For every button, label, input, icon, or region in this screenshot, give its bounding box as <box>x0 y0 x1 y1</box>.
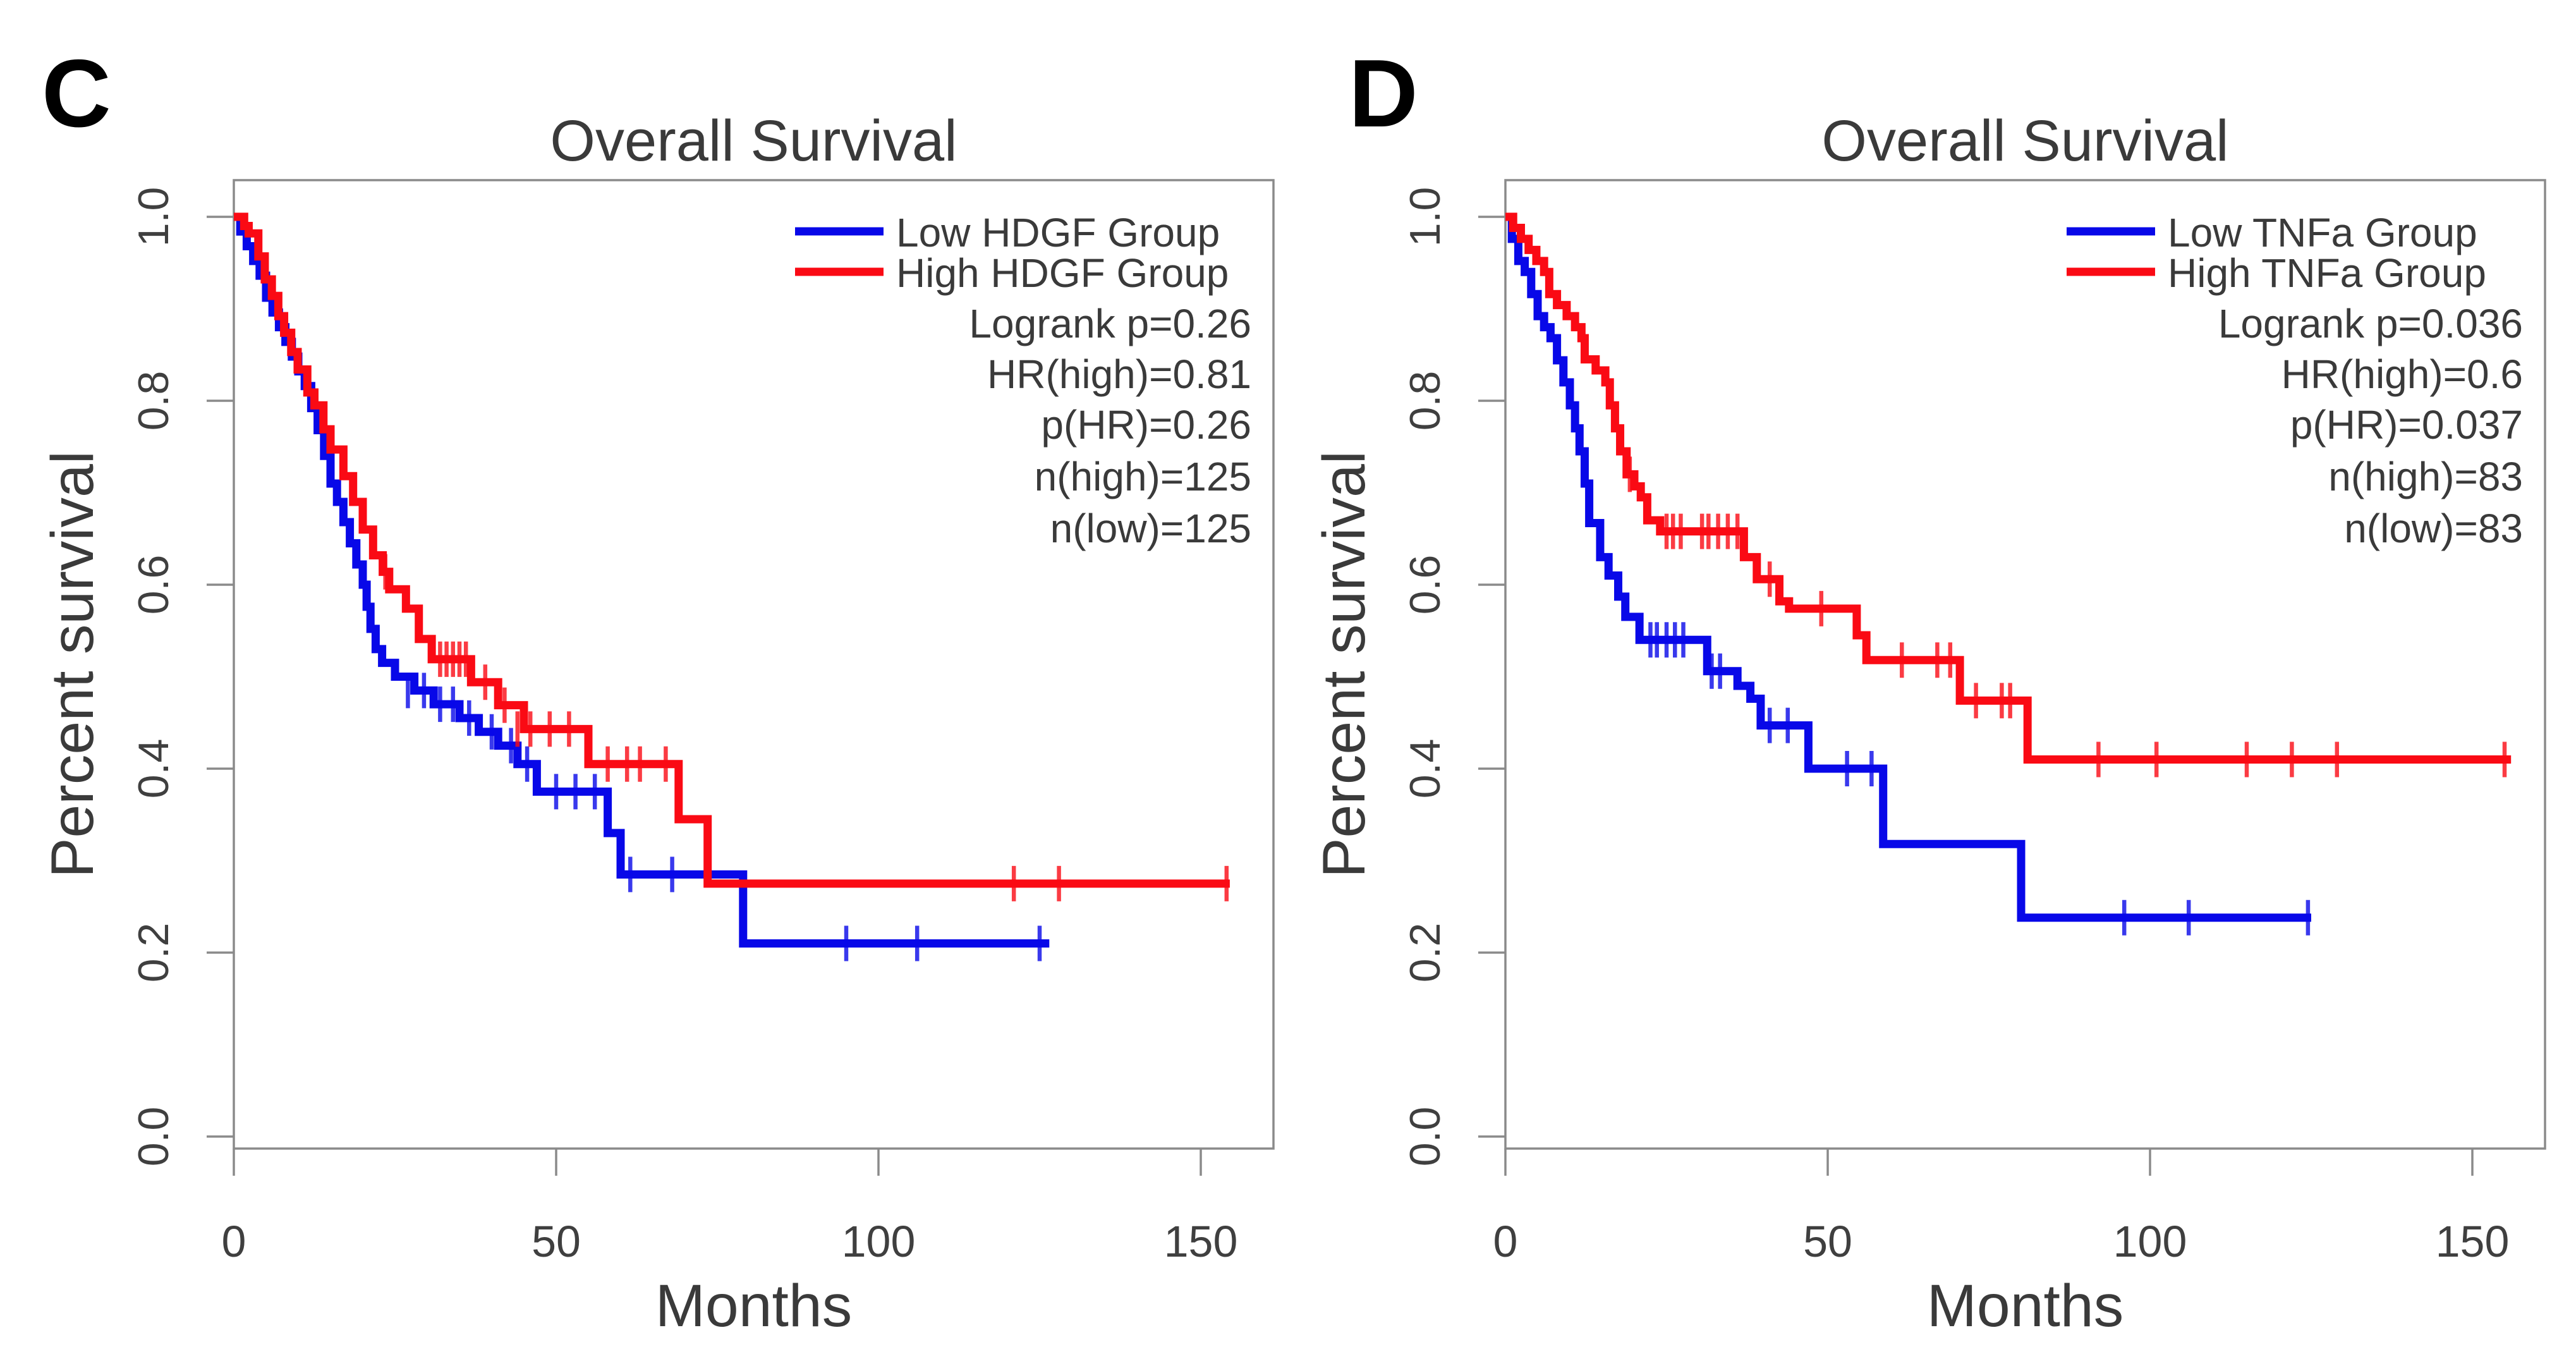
y-tick-label: 0.2 <box>1401 923 1449 983</box>
km-panel-2: D Overall Survival 1.0 0.8 0.6 0.4 0.2 0.0 0 50 10… <box>1311 40 2546 1339</box>
y-tick-label: 0.4 <box>130 739 178 799</box>
legend-stat-line: Logrank p=0.036 <box>2218 301 2523 346</box>
x-tick-label: 50 <box>1803 1217 1852 1266</box>
y-tick-label: 0.8 <box>130 371 178 431</box>
y-tick-label: 1.0 <box>130 187 178 247</box>
censor-marks <box>1648 622 2311 936</box>
chart-title: Overall Survival <box>550 109 957 173</box>
x-tick-label: 150 <box>2436 1217 2510 1266</box>
x-tick-label: 50 <box>532 1217 581 1266</box>
x-axis-label: Months <box>655 1272 853 1339</box>
chart-title: Overall Survival <box>1821 109 2228 173</box>
survival-curve <box>1505 212 2512 764</box>
legend-series-label: High HDGF Group <box>896 250 1229 296</box>
legend-stat-line: p(HR)=0.26 <box>1041 402 1251 448</box>
survival-curve <box>234 212 1050 948</box>
y-tick-label: 0.0 <box>130 1107 178 1167</box>
legend-stat-line: n(low)=125 <box>1050 506 1251 551</box>
y-tick-label: 0.6 <box>130 555 178 615</box>
x-tick-label: 150 <box>1164 1217 1238 1266</box>
y-tick-label: 1.0 <box>1401 187 1449 247</box>
y-tick-label: 0.2 <box>130 923 178 983</box>
x-tick-label: 0 <box>222 1217 246 1266</box>
censor-marks <box>406 673 1042 961</box>
panel-letter: D <box>1349 40 1418 147</box>
censor-marks <box>1627 456 2507 778</box>
plot-frame <box>1504 179 2546 1150</box>
y-axis-label: Percent survival <box>1311 451 1378 878</box>
panel-letter: C <box>42 40 111 147</box>
censor-marks <box>383 554 1229 901</box>
km-panel-1: C Overall Survival 1.0 0.8 0.6 0.4 0.2 0.0 0 50 10… <box>39 40 1275 1339</box>
x-axis-label: Months <box>1927 1272 2124 1339</box>
y-tick-label: 0.0 <box>1401 1107 1449 1167</box>
y-tick-label: 0.6 <box>1401 555 1449 615</box>
y-tick-label: 0.4 <box>1401 739 1449 799</box>
legend-stat-line: n(low)=83 <box>2344 506 2523 551</box>
x-tick-label: 0 <box>1493 1217 1518 1266</box>
legend-stat-line: n(high)=83 <box>2328 454 2523 499</box>
legend-series-label: Low TNFa Group <box>2168 210 2477 255</box>
survival-curve <box>234 212 1230 888</box>
y-axis-label: Percent survival <box>39 451 106 878</box>
legend-series-label: High TNFa Group <box>2168 250 2486 296</box>
x-tick-label: 100 <box>2113 1217 2187 1266</box>
legend-series-label: Low HDGF Group <box>896 210 1220 255</box>
legend-stat-line: n(high)=125 <box>1035 454 1251 499</box>
x-tick-label: 100 <box>842 1217 916 1266</box>
legend-stat-line: HR(high)=0.81 <box>987 351 1251 397</box>
survival-curve <box>1505 212 2311 922</box>
legend-stat-line: p(HR)=0.037 <box>2290 402 2523 448</box>
legend-stat-line: Logrank p=0.26 <box>969 301 1251 346</box>
plot-frame <box>233 179 1275 1150</box>
y-tick-label: 0.8 <box>1401 371 1449 431</box>
legend-stat-line: HR(high)=0.6 <box>2281 351 2523 397</box>
